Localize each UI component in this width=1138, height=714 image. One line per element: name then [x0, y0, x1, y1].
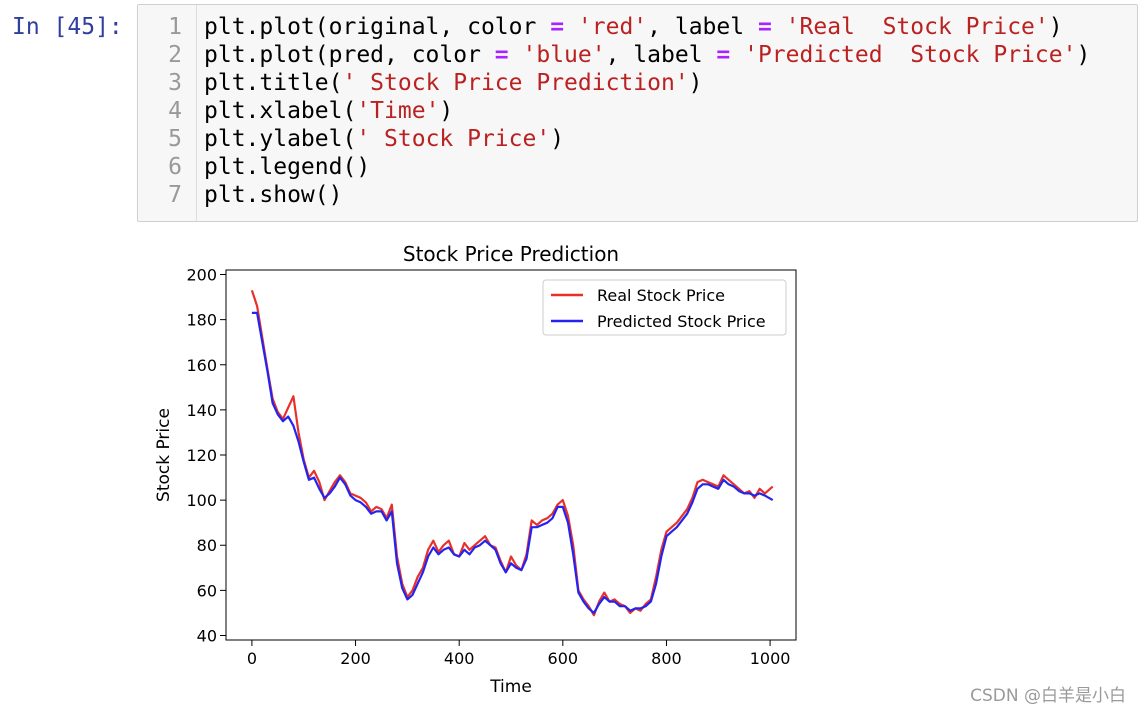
line-number: 1: [168, 14, 182, 40]
code-token: plt.show(): [204, 182, 343, 208]
x-axis-label: Time: [489, 677, 532, 697]
line-chart: Stock Price Prediction Time Stock Price …: [154, 242, 797, 697]
code-token: ): [1076, 42, 1091, 68]
line-number: 2: [168, 42, 182, 68]
code-line[interactable]: 7 plt.show(): [138, 181, 1137, 209]
code-text: plt.title(' Stock Price Prediction'): [204, 69, 703, 97]
code-token: ): [688, 70, 703, 96]
code-line[interactable]: 4 plt.xlabel('Time'): [138, 97, 1137, 125]
x-tick-label: 800: [651, 649, 682, 668]
code-line[interactable]: 5 plt.ylabel(' Stock Price'): [138, 125, 1137, 153]
legend-frame: [542, 279, 787, 336]
line-number: 5: [168, 126, 182, 152]
x-tick-label: 0: [247, 649, 257, 668]
cell-output: Stock Price Prediction Time Stock Price …: [137, 232, 807, 706]
line-number: 6: [168, 154, 182, 180]
code-text: plt.xlabel('Time'): [204, 97, 453, 125]
string-token: 'Time': [356, 98, 440, 124]
code-token: ): [550, 126, 565, 152]
code-text: plt.plot(pred, color = 'blue', label = '…: [204, 41, 1090, 69]
y-tick-label: 120: [186, 446, 217, 465]
y-axis-label: Stock Price: [154, 408, 174, 502]
y-tick-label: 40: [197, 626, 217, 645]
operator-token: =: [757, 14, 772, 40]
line-number: 7: [168, 182, 182, 208]
string-token: 'Real Stock Price': [785, 14, 1049, 40]
code-token: [564, 14, 578, 40]
code-cell[interactable]: 1 plt.plot(original, color = 'red', label…: [137, 4, 1138, 222]
watermark: CSDN @白羊是小白: [970, 686, 1126, 706]
operator-token: =: [716, 42, 731, 68]
code-token: ): [1048, 14, 1063, 40]
y-tick-label: 60: [197, 581, 217, 600]
code-text: plt.show(): [204, 181, 342, 209]
legend: Real Stock Price Predicted Stock Price: [542, 279, 787, 336]
string-token: ' Stock Price': [356, 126, 551, 152]
cell-prompt: In [45]:: [12, 14, 123, 40]
code-token: [772, 14, 786, 40]
x-tick-label: 1000: [750, 649, 791, 668]
y-axis-ticks: 40 60 80 100 120 140 160 180 200: [186, 266, 226, 645]
legend-label: Predicted Stock Price: [597, 312, 766, 331]
x-tick-label: 200: [340, 649, 371, 668]
string-token: ' Stock Price Prediction': [342, 70, 689, 96]
x-tick-label: 400: [444, 649, 475, 668]
code-token: plt.title(: [204, 70, 343, 96]
code-line[interactable]: 2 plt.plot(pred, color = 'blue', label = …: [138, 41, 1137, 69]
code-token: ): [439, 98, 454, 124]
line-number: 4: [168, 98, 182, 124]
y-tick-label: 180: [186, 311, 217, 330]
x-axis-ticks: 0 200 400 600 800 1000: [247, 640, 791, 668]
string-token: 'Predicted Stock Price': [744, 42, 1077, 68]
y-tick-label: 100: [186, 491, 217, 510]
line-number: 3: [168, 70, 182, 96]
real-price-line: [250, 289, 774, 617]
y-tick-label: 200: [186, 266, 217, 285]
operator-token: =: [494, 42, 509, 68]
code-text: plt.legend(): [204, 153, 370, 181]
string-token: 'red': [577, 14, 648, 40]
code-token: , label: [647, 14, 758, 40]
operator-token: =: [550, 14, 565, 40]
code-line[interactable]: 6 plt.legend(): [138, 153, 1137, 181]
line-number-gutter: [138, 5, 197, 221]
code-token: [730, 42, 744, 68]
code-token: plt.plot(pred, color: [204, 42, 495, 68]
chart-title: Stock Price Prediction: [403, 242, 619, 266]
string-token: 'blue': [522, 42, 606, 68]
code-token: plt.ylabel(: [204, 126, 357, 152]
code-token: plt.legend(): [204, 154, 371, 180]
code-line[interactable]: 1 plt.plot(original, color = 'red', label…: [138, 13, 1137, 41]
code-text: plt.plot(original, color = 'red', label …: [204, 13, 1063, 41]
code-token: [509, 42, 523, 68]
code-token: , label: [605, 42, 717, 68]
series-lines: [250, 289, 774, 617]
predicted-price-line: [251, 311, 774, 614]
code-token: plt.plot(original, color: [204, 14, 551, 40]
code-text: plt.ylabel(' Stock Price'): [204, 125, 564, 153]
y-tick-label: 140: [186, 401, 217, 420]
legend-label: Real Stock Price: [597, 286, 725, 305]
code-line[interactable]: 3 plt.title(' Stock Price Prediction'): [138, 69, 1137, 97]
x-tick-label: 600: [548, 649, 579, 668]
y-tick-label: 160: [186, 356, 217, 375]
code-token: plt.xlabel(: [204, 98, 357, 124]
y-tick-label: 80: [197, 536, 217, 555]
